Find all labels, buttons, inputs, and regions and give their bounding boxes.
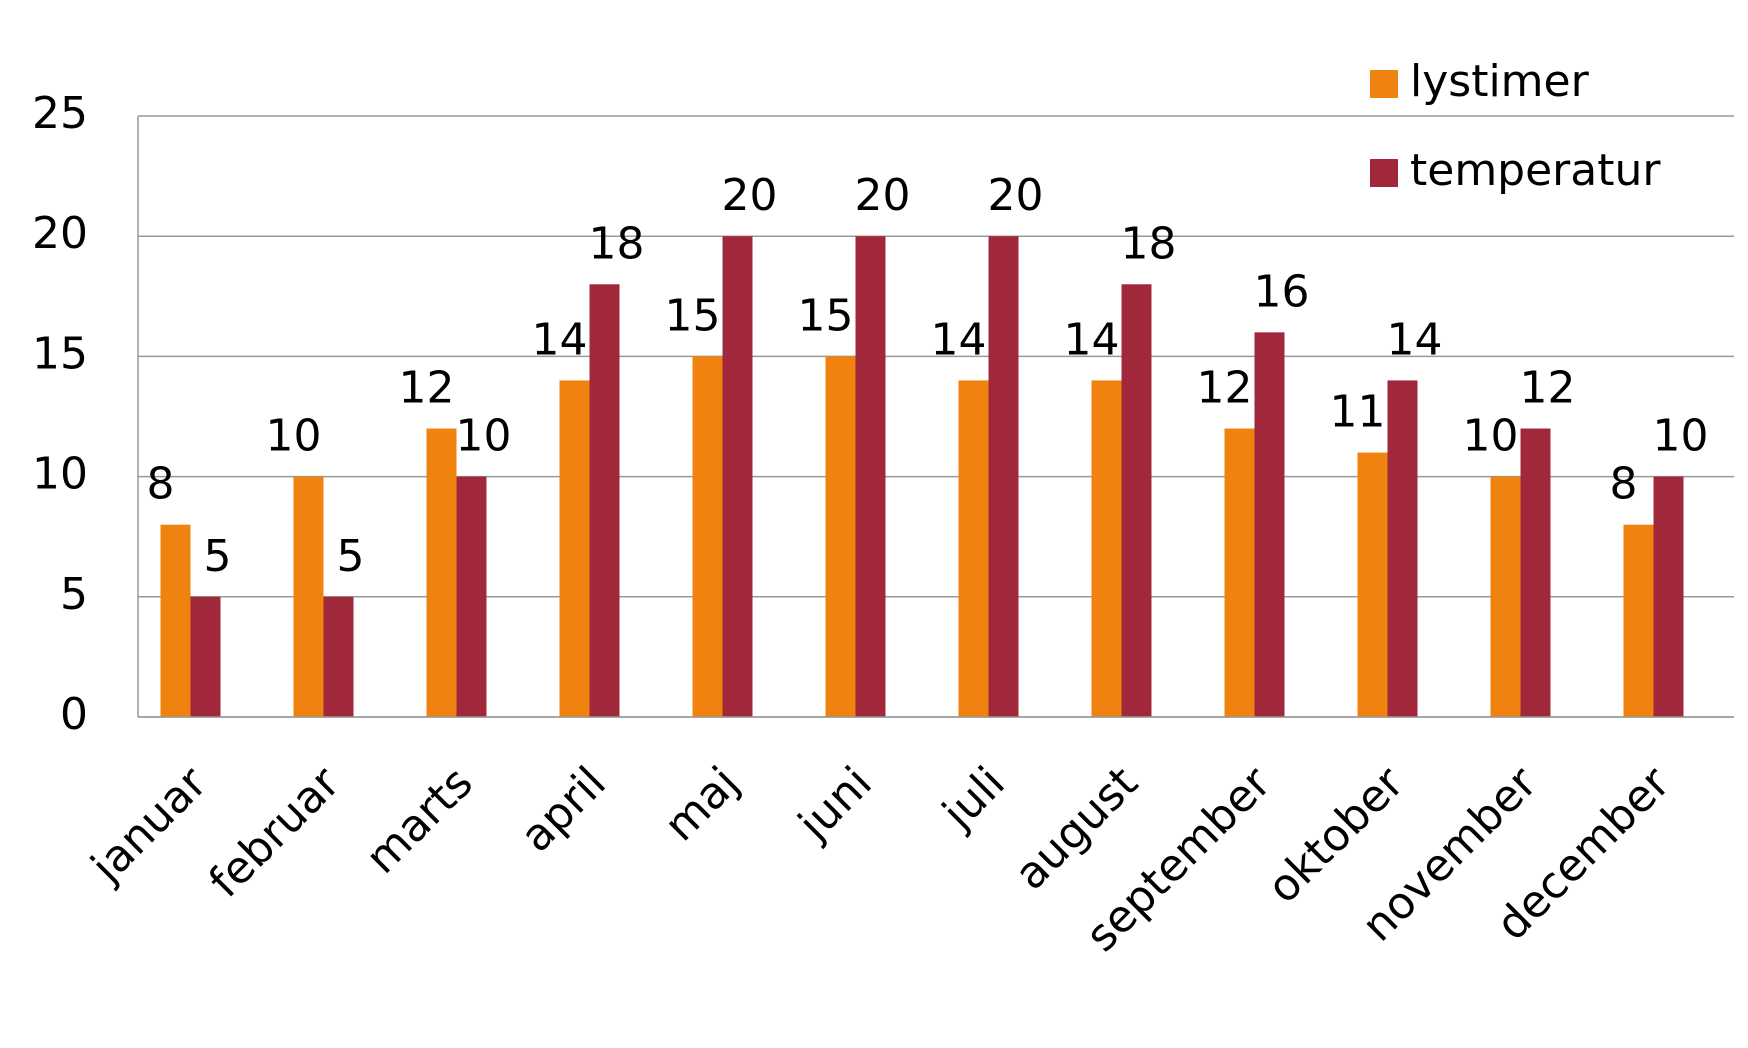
legend-swatch (1370, 70, 1398, 98)
data-label: 12 (1197, 363, 1253, 414)
y-tick-label: 10 (32, 449, 88, 500)
data-label: 14 (532, 314, 588, 365)
data-label: 10 (1463, 411, 1519, 462)
x-tick-label: februar (199, 757, 350, 908)
bar (1254, 332, 1285, 717)
bar (855, 236, 886, 717)
legend-label: lystimer (1410, 56, 1590, 107)
bar (293, 476, 324, 717)
data-label: 16 (1254, 266, 1310, 317)
data-label: 20 (722, 170, 778, 221)
bar (1224, 428, 1255, 717)
data-label: 10 (1653, 411, 1709, 462)
y-tick-label: 5 (60, 569, 88, 620)
bar (190, 596, 221, 717)
data-label: 8 (1610, 459, 1638, 510)
bar (559, 380, 590, 717)
data-label: 20 (988, 170, 1044, 221)
data-label: 8 (147, 459, 175, 510)
data-label: 15 (665, 290, 721, 341)
data-label: 12 (1520, 363, 1576, 414)
bar (1387, 380, 1418, 717)
data-label: 14 (931, 314, 987, 365)
data-label: 10 (456, 411, 512, 462)
bar (160, 524, 191, 717)
x-tick-label: maj (655, 757, 749, 851)
data-label: 20 (855, 170, 911, 221)
bar (958, 380, 989, 717)
bar (1091, 380, 1122, 717)
data-label: 14 (1387, 314, 1443, 365)
data-label: 5 (204, 531, 232, 582)
bar (1490, 476, 1521, 717)
data-label: 12 (399, 363, 455, 414)
legend-label: temperatur (1410, 145, 1661, 196)
bar (722, 236, 753, 717)
bar (589, 284, 620, 717)
data-label: 10 (266, 411, 322, 462)
bar (426, 428, 457, 717)
data-label: 14 (1064, 314, 1120, 365)
data-label: 18 (1121, 218, 1177, 269)
data-label: 11 (1330, 387, 1386, 438)
x-tick-label: april (511, 757, 616, 862)
bar (1121, 284, 1152, 717)
data-label: 5 (337, 531, 365, 582)
bar (456, 476, 487, 717)
bar (692, 356, 723, 717)
bar (323, 596, 354, 717)
y-tick-label: 0 (60, 689, 88, 740)
data-label: 18 (589, 218, 645, 269)
bar (1520, 428, 1551, 717)
y-tick-label: 25 (32, 88, 88, 139)
x-tick-label: marts (356, 757, 483, 884)
bar (1357, 452, 1388, 717)
bar (825, 356, 856, 717)
bar (1623, 524, 1654, 717)
data-label: 15 (798, 290, 854, 341)
x-tick-label: januar (81, 757, 217, 893)
bar (988, 236, 1019, 717)
bar (1653, 476, 1684, 717)
y-tick-label: 20 (32, 208, 88, 259)
x-tick-label: juni (788, 757, 882, 851)
y-tick-label: 15 (32, 328, 88, 379)
legend-swatch (1370, 159, 1398, 187)
x-tick-label: juli (932, 757, 1014, 839)
